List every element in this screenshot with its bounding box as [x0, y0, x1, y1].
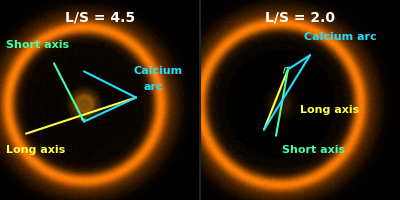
Text: L/S = 4.5: L/S = 4.5 [65, 10, 135, 24]
Text: Long axis: Long axis [300, 104, 359, 114]
Text: Long axis: Long axis [6, 144, 65, 154]
Text: Calcium arc: Calcium arc [304, 32, 377, 42]
Text: Short axis: Short axis [282, 144, 345, 154]
Text: Short axis: Short axis [6, 40, 69, 50]
Text: L/S = 2.0: L/S = 2.0 [265, 10, 335, 24]
Text: arc: arc [144, 82, 164, 92]
Text: Calcium: Calcium [134, 66, 183, 76]
